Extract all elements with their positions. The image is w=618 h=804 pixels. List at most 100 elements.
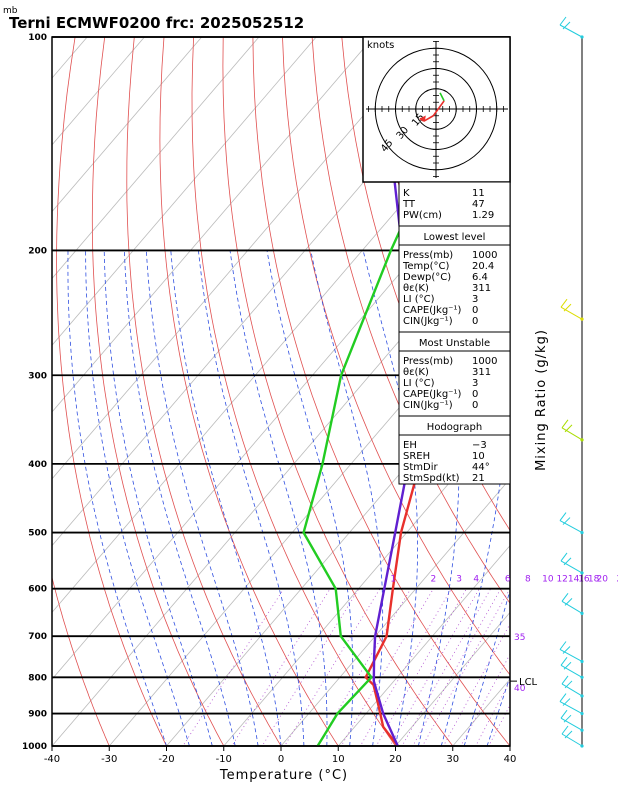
- mixing-ratio-label: 1: [390, 574, 396, 584]
- wind-barb-flag: [560, 513, 566, 521]
- moist-adiabat: [86, 250, 190, 746]
- isotherm: [554, 21, 618, 761]
- x-axis-label: Temperature (°C): [219, 768, 348, 783]
- mixing-ratio-label: 4: [473, 574, 479, 584]
- moist-adiabat: [68, 250, 167, 746]
- isotherm: [0, 21, 616, 761]
- dry-adiabat: [549, 37, 618, 761]
- x-tick-label: -10: [216, 754, 232, 765]
- wind-barb-flag: [563, 518, 570, 525]
- panel-row-label: StmSpd(kt): [403, 473, 460, 484]
- mixing-ratio-line: [276, 589, 381, 761]
- mixing-ratio-line: [435, 589, 529, 761]
- wind-barb-flag: [561, 710, 567, 718]
- dry-adiabat: [127, 37, 290, 761]
- panel-row-label: θε(K): [403, 283, 429, 294]
- wind-barb-flag: [564, 662, 571, 669]
- pressure-tick-label: 700: [28, 632, 47, 642]
- wind-barb-shaft: [561, 307, 582, 319]
- isotherm: [0, 21, 272, 761]
- wind-barb: [561, 299, 584, 321]
- panel-row-value: 311: [472, 367, 491, 378]
- panel-row-label: SREH: [403, 451, 430, 462]
- dry-adiabat: [92, 37, 232, 761]
- wind-barb: [561, 710, 584, 732]
- mixing-ratio-label: 10: [542, 574, 554, 584]
- dry-adiabat: [609, 37, 618, 761]
- dry-adiabat: [19, 37, 116, 761]
- wind-barb-flag: [565, 425, 572, 432]
- wind-barb-shaft: [560, 25, 582, 37]
- moist-adiabat: [104, 250, 212, 746]
- lcl-label: LCL: [519, 677, 538, 688]
- panel-row-value: 0: [472, 316, 478, 327]
- panel-row-value: 11: [472, 188, 485, 199]
- panel-row-label: TT: [402, 199, 416, 210]
- panel-section-title: Lowest level: [424, 232, 486, 243]
- wind-barb-dot: [580, 318, 583, 321]
- panel-row-label: Dewp(°C): [403, 272, 451, 283]
- pressure-tick-label: 600: [28, 585, 47, 595]
- wind-barb-shaft: [560, 521, 582, 533]
- wind-barb-flag: [562, 676, 568, 684]
- pressure-tick-label: 800: [28, 673, 47, 683]
- pressure-tick-label: 300: [28, 371, 47, 381]
- wind-barb-dot: [580, 612, 583, 615]
- panel-row-label: K: [403, 188, 410, 199]
- mixing-ratio-line: [394, 589, 491, 761]
- dry-adiabat: [160, 37, 348, 761]
- wind-barb: [560, 513, 584, 535]
- pressure-tick-label: 100: [28, 33, 47, 43]
- wind-barb-flag: [560, 17, 566, 25]
- panel-row-label: θε(K): [403, 367, 429, 378]
- x-tick-label: 10: [332, 754, 345, 765]
- wind-barb: [561, 553, 584, 575]
- stability-panel-frame: [399, 182, 510, 484]
- panel-row-label: Temp(°C): [402, 261, 450, 272]
- panel-row-value: 3: [472, 294, 478, 305]
- wind-barb-dot: [580, 438, 583, 441]
- wind-barb-flag: [565, 598, 572, 605]
- wind-barb-flag: [561, 657, 567, 665]
- panel-section-title: Hodograph: [427, 422, 482, 433]
- mixing-ratio-label: 3: [456, 574, 462, 584]
- panel-row-value: 0: [472, 389, 478, 400]
- panel-row-label: CAPE(Jkg⁻¹): [403, 305, 461, 316]
- mixing-ratio-line: [253, 589, 359, 761]
- pressure-tick-label: 1000: [22, 742, 47, 752]
- wind-barb-flag: [562, 726, 568, 734]
- isotherm: [612, 21, 618, 761]
- wind-barb-dot: [580, 35, 583, 38]
- wind-barb-flag: [563, 699, 570, 706]
- panel-row-value: 44°: [472, 462, 490, 473]
- wind-barb: [560, 17, 584, 39]
- pressure-tick-label: 400: [28, 460, 47, 470]
- wind-barb-flag: [565, 731, 572, 738]
- wind-barb-dot: [580, 676, 583, 679]
- moist-adiabat: [510, 250, 618, 746]
- panel-row-value: 20.4: [472, 261, 494, 272]
- panel-row-label: LI (°C): [403, 378, 435, 389]
- mixing-ratio-label: 8: [525, 574, 531, 584]
- wind-barb-flag: [562, 420, 568, 428]
- isotherm: [0, 21, 330, 761]
- panel-row-value: 0: [472, 400, 478, 411]
- panel-row-value: 1.29: [472, 210, 494, 221]
- panel-row-value: 10: [472, 451, 485, 462]
- mixing-ratio-label: 35: [514, 633, 525, 643]
- x-tick-label: 40: [504, 754, 517, 765]
- wind-barb-dot: [580, 571, 583, 574]
- panel-row-value: 311: [472, 283, 491, 294]
- wind-barb-shaft: [562, 601, 582, 613]
- wind-barb-shaft: [560, 702, 582, 714]
- wind-barb-flag: [564, 558, 571, 565]
- pressure-tick-label: 900: [28, 710, 47, 720]
- x-tick-label: -20: [158, 754, 174, 765]
- x-tick-label: 0: [278, 754, 284, 765]
- mixing-ratio-label: 12: [556, 574, 567, 584]
- mixing-ratio-label: 2: [430, 574, 436, 584]
- panel-row-label: PW(cm): [403, 210, 442, 221]
- moist-adiabat: [267, 250, 353, 746]
